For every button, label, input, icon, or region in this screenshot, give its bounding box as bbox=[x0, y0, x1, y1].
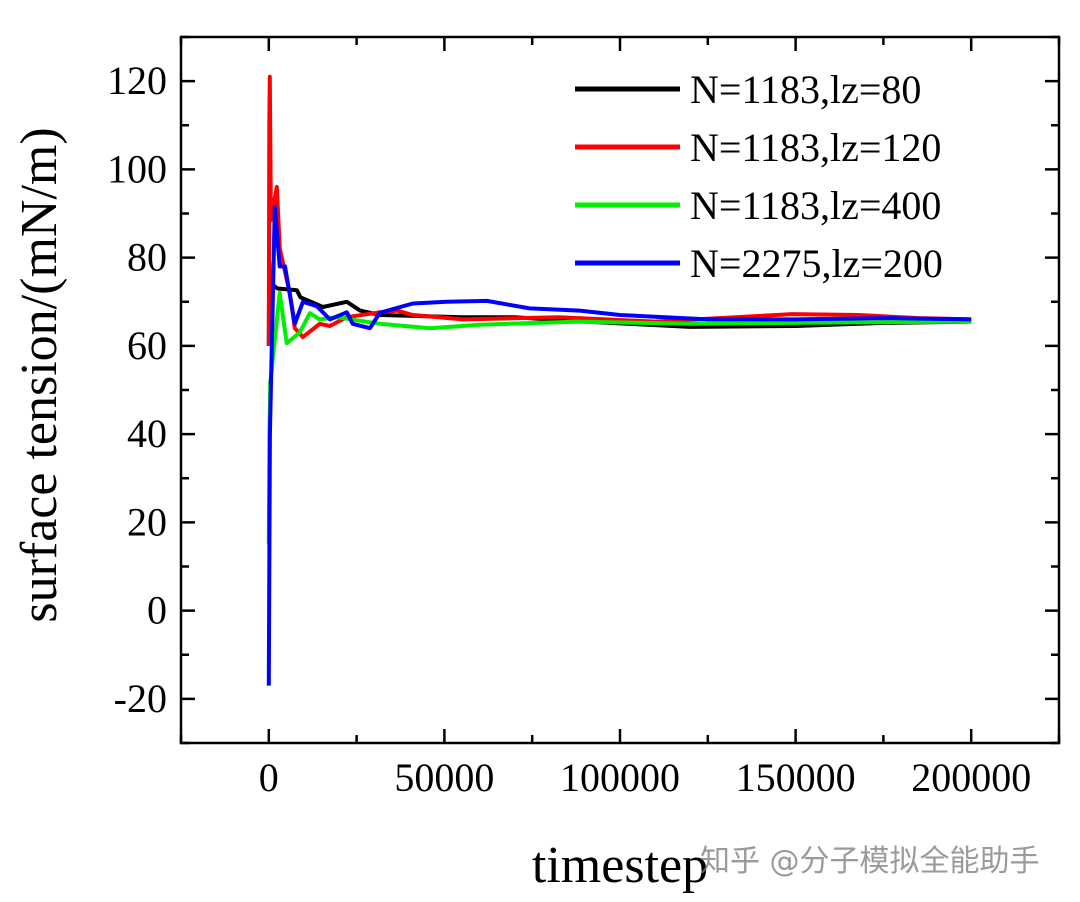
x-tick-label: 150000 bbox=[736, 755, 856, 800]
x-tick-label: 100000 bbox=[560, 755, 680, 800]
legend-label: N=1183,lz=400 bbox=[690, 183, 941, 228]
y-axis-title: surface tension/(mN/m) bbox=[11, 127, 68, 622]
y-tick-label: -20 bbox=[114, 676, 167, 721]
legend-label: N=1183,lz=120 bbox=[690, 125, 941, 170]
y-tick-label: 100 bbox=[107, 146, 167, 191]
x-tick-label: 200000 bbox=[911, 755, 1031, 800]
y-tick-label: 0 bbox=[147, 588, 167, 633]
watermark: 知乎 @分子模拟全能助手 bbox=[700, 844, 1040, 879]
y-tick-label: 40 bbox=[127, 411, 167, 456]
x-tick-label: 0 bbox=[259, 755, 279, 800]
x-axis-title: timestep bbox=[532, 837, 708, 894]
y-tick-label: 60 bbox=[127, 323, 167, 368]
series-line-3 bbox=[266, 290, 972, 545]
x-tick-label: 50000 bbox=[394, 755, 494, 800]
series-line-4 bbox=[266, 205, 972, 686]
y-tick-label: 20 bbox=[127, 499, 167, 544]
y-tick-label: 120 bbox=[107, 58, 167, 103]
legend-label: N=2275,lz=200 bbox=[690, 241, 943, 286]
legend-label: N=1183,lz=80 bbox=[690, 67, 921, 112]
y-tick-label: 80 bbox=[127, 235, 167, 280]
